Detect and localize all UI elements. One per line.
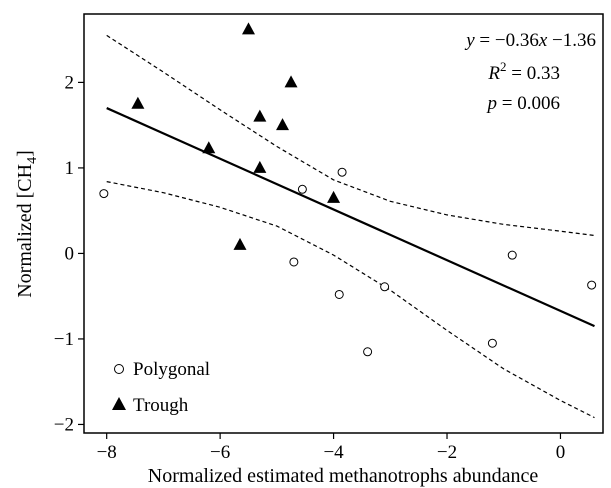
point-trough xyxy=(241,22,255,35)
point-polygonal xyxy=(363,347,373,357)
y-tick-label: −2 xyxy=(54,414,74,435)
legend-circle-marker xyxy=(114,364,124,374)
point-polygonal xyxy=(99,189,109,199)
x-tick-label: −8 xyxy=(97,442,117,463)
point-polygonal xyxy=(487,338,497,348)
x-axis-ticks: −8 −6 −4 −2 0 xyxy=(97,433,566,463)
regression-equation: y = −0.36x −1.36 xyxy=(464,30,596,51)
point-trough xyxy=(276,118,290,131)
point-polygonal xyxy=(587,280,597,290)
x-axis-label: Normalized estimated methanotrophs abund… xyxy=(148,465,539,487)
legend-triangle-marker xyxy=(112,397,126,410)
fit-line xyxy=(106,107,595,328)
x-tick-label: −6 xyxy=(210,442,230,463)
point-trough xyxy=(233,237,247,250)
plot-frame xyxy=(83,13,604,434)
confidence-band xyxy=(106,34,595,419)
point-trough xyxy=(253,160,267,173)
point-trough xyxy=(327,190,341,203)
y-tick-label: 0 xyxy=(65,243,75,264)
x-tick-label: −4 xyxy=(323,442,344,463)
point-trough xyxy=(253,109,267,122)
regression-line xyxy=(106,107,595,328)
confidence-band-lower xyxy=(106,181,595,419)
legend-label-polygonal: Polygonal xyxy=(133,359,210,380)
point-polygonal xyxy=(334,289,344,299)
point-polygonal xyxy=(380,282,390,292)
point-polygonal xyxy=(289,257,299,267)
y-axis-label: Normalized [CH4] xyxy=(14,150,40,298)
p-value-label: p = 0.006 xyxy=(486,93,560,114)
x-tick-label: 0 xyxy=(556,442,566,463)
x-tick-label: −2 xyxy=(437,442,457,463)
y-tick-label: 1 xyxy=(65,158,75,179)
legend: Polygonal Trough xyxy=(112,359,210,416)
point-polygonal xyxy=(337,167,347,177)
y-tick-label: 2 xyxy=(65,72,75,93)
point-trough xyxy=(131,96,145,109)
legend-label-trough: Trough xyxy=(133,395,189,416)
r-squared-label: R2 = 0.33 xyxy=(487,59,560,84)
point-polygonal xyxy=(507,250,517,260)
point-trough xyxy=(202,141,216,154)
confidence-band-upper xyxy=(106,34,595,237)
point-trough xyxy=(284,75,298,88)
data-points xyxy=(99,22,597,357)
y-tick-label: −1 xyxy=(54,329,74,350)
stats-annotation: y = −0.36x −1.36 R2 = 0.33 p = 0.006 xyxy=(464,30,596,114)
point-polygonal xyxy=(297,184,307,194)
y-axis-ticks: −2 −1 0 1 2 xyxy=(54,72,84,435)
